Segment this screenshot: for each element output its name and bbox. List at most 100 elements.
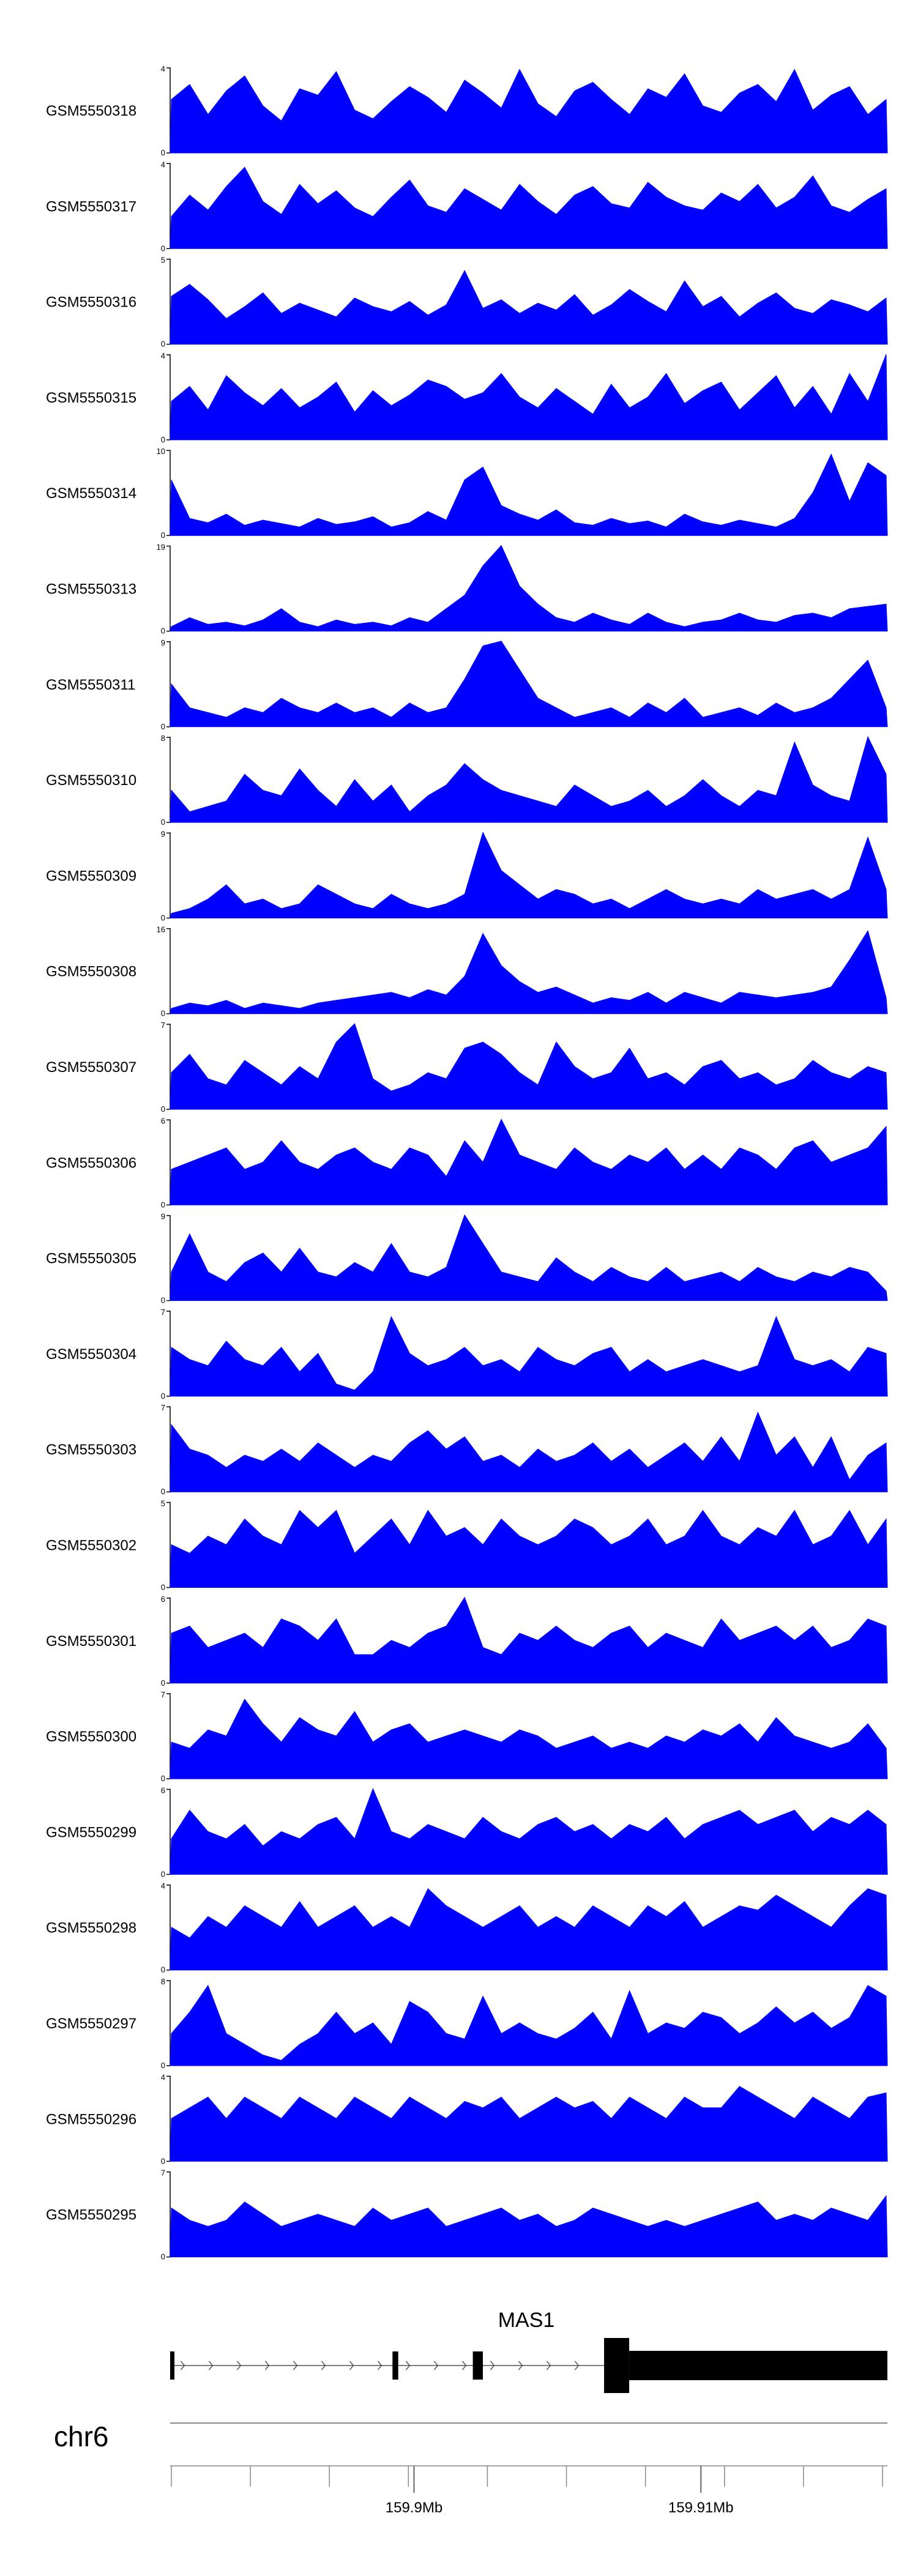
strand-arrow [377,2361,382,2370]
y-min-label: 0 [161,1296,165,1305]
track-label: GSM5550306 [46,1155,136,1171]
y-min-label: 0 [161,913,165,922]
y-max-label: 6 [161,1595,165,1604]
gene-exon [392,2351,398,2380]
chromosome-axis: chr6 [54,2421,887,2452]
strand-arrow [180,2361,185,2370]
coverage-area [170,1214,888,1301]
y-min-label: 0 [161,148,165,157]
coverage-track: GSM5550297 8 0 [46,1977,888,2070]
coverage-track: GSM5550303 7 0 [46,1403,888,1496]
y-min-label: 0 [161,1487,165,1496]
coverage-area [170,2086,888,2162]
coverage-tracks: GSM555031840GSM555031740GSM555031650GSM5… [46,64,888,2261]
coverage-area [170,641,888,728]
track-label: GSM5550310 [46,772,136,789]
y-max-label: 4 [161,351,165,360]
coverage-area [170,1316,888,1397]
y-min-label: 0 [161,2156,165,2165]
gene-exon-main [629,2351,887,2380]
coverage-area [170,1984,888,2066]
y-max-label: 10 [157,447,165,456]
gene-name: MAS1 [498,2309,555,2332]
coverage-area [170,1699,888,1779]
coverage-track: GSM5550301 6 0 [46,1595,888,1688]
y-max-label: 4 [161,2072,165,2082]
y-max-label: 5 [161,1499,165,1508]
y-max-label: 6 [161,1785,165,1795]
track-label: GSM5550303 [46,1442,136,1458]
track-label: GSM5550295 [46,2207,136,2224]
y-min-label: 0 [161,1200,165,1209]
coverage-area [170,1023,888,1110]
y-max-label: 7 [161,1403,165,1412]
gene-model: MAS1 [170,2309,887,2393]
track-label: GSM5550302 [46,1538,136,1554]
coverage-area [170,1788,888,1875]
coverage-area [170,832,888,918]
coverage-track: GSM5550300 7 0 [46,1690,888,1783]
y-min-label: 0 [161,627,165,636]
track-label: GSM5550318 [46,103,136,119]
coverage-area [170,69,888,154]
y-min-label: 0 [161,1774,165,1783]
strand-arrow [349,2361,354,2370]
track-label: GSM5550308 [46,964,136,980]
y-max-label: 7 [161,1308,165,1317]
y-min-label: 0 [161,2252,165,2261]
coverage-track: GSM5550309 9 0 [46,829,888,922]
track-label: GSM5550299 [46,1824,136,1841]
chromosome-label: chr6 [54,2421,108,2452]
coverage-area [170,1119,888,1205]
track-label: GSM5550313 [46,581,136,598]
y-max-label: 6 [161,1116,165,1125]
coverage-area [170,453,888,536]
y-max-label: 5 [161,256,165,265]
strand-arrow [574,2361,580,2370]
y-min-label: 0 [161,817,165,827]
y-max-label: 7 [161,1021,165,1030]
y-min-label: 0 [161,1869,165,1878]
track-label: GSM5550317 [46,198,136,215]
gene-exon [170,2351,175,2380]
track-label: GSM5550298 [46,1920,136,1937]
gene-exon [604,2338,630,2393]
coverage-track: GSM5550308 16 0 [46,925,888,1018]
y-max-label: 19 [157,543,165,552]
strand-arrow [236,2361,242,2370]
coverage-area [170,270,888,345]
y-max-label: 9 [161,1212,165,1221]
strand-arrow [490,2361,495,2370]
track-label: GSM5550300 [46,1729,136,1745]
coverage-track: GSM5550307 7 0 [46,1021,888,1114]
y-max-label: 7 [161,2168,165,2178]
strand-arrow [518,2361,523,2370]
track-label: GSM5550314 [46,485,136,502]
coverage-area [170,2195,888,2258]
coverage-track: GSM5550304 7 0 [46,1308,888,1401]
gene-exon [472,2351,483,2380]
track-label: GSM5550304 [46,1346,136,1363]
strand-arrow [208,2361,214,2370]
strand-arrow [433,2361,439,2370]
coverage-track: GSM5550295 7 0 [46,2168,888,2261]
y-min-label: 0 [161,340,165,349]
coverage-track: GSM5550314 10 0 [46,447,888,540]
y-max-label: 9 [161,638,165,647]
y-min-label: 0 [161,1104,165,1114]
coverage-area [170,1509,888,1588]
y-max-label: 16 [157,925,165,934]
track-label: GSM5550297 [46,2016,136,2032]
y-min-label: 0 [161,1965,165,1975]
y-min-label: 0 [161,722,165,731]
y-min-label: 0 [161,1391,165,1401]
y-min-label: 0 [161,244,165,253]
coverage-track: GSM5550316 5 0 [46,256,888,349]
track-label: GSM5550296 [46,2111,136,2127]
coverage-track: GSM5550306 6 0 [46,1116,888,1209]
coverage-area [170,1596,888,1684]
track-label: GSM5550305 [46,1251,136,1267]
y-max-label: 8 [161,1977,165,1986]
y-min-label: 0 [161,1583,165,1592]
